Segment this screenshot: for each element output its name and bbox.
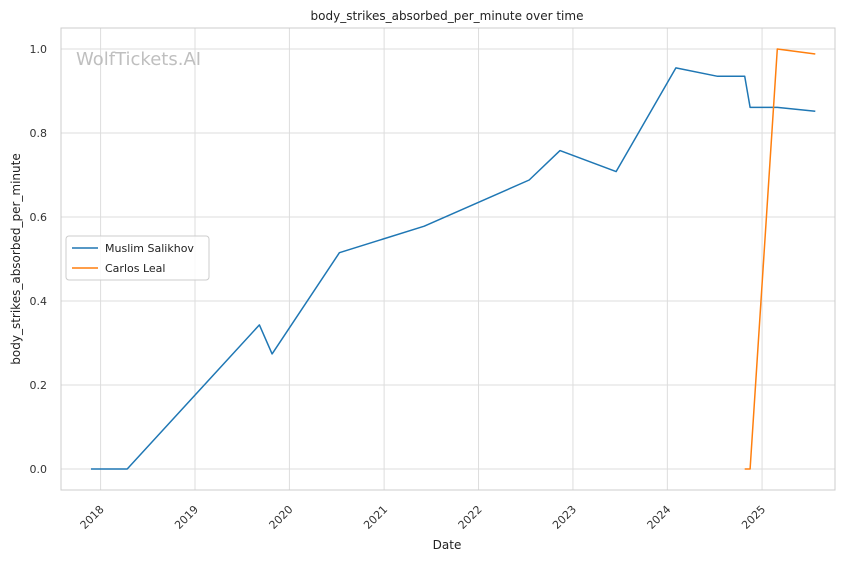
x-tick-label: 2025 [739,503,768,532]
legend: Muslim Salikhov Carlos Leal [65,235,210,281]
grid [61,28,835,490]
y-tick-label: 1.0 [30,43,48,56]
series-line-carlos-leal [744,48,816,470]
x-tick-label: 2023 [550,503,579,532]
x-tick-label: 2021 [361,503,390,532]
x-tick-label: 2020 [267,503,296,532]
plot-area [60,27,836,491]
series-lines [91,48,816,470]
chart-title: body_strikes_absorbed_per_minute over ti… [311,9,584,23]
y-tick-label: 0.2 [30,379,48,392]
legend-box [65,235,210,281]
x-axis-label: Date [433,538,462,552]
y-tick-labels: 0.0 0.2 0.4 0.6 0.8 1.0 [30,43,48,476]
y-axis-label: body_strikes_absorbed_per_minute [9,153,23,364]
series-line-muslim-salikhov [91,67,816,470]
x-tick-label: 2018 [78,503,107,532]
x-tick-label: 2022 [456,503,485,532]
y-tick-label: 0.8 [30,127,48,140]
watermark: WolfTickets.AI [76,49,201,70]
y-tick-label: 0.0 [30,463,48,476]
legend-label-carlos-leal: Carlos Leal [105,262,165,275]
x-tick-labels: 2018 2019 2020 2021 2022 2023 2024 2025 [78,503,768,532]
y-tick-label: 0.4 [30,295,48,308]
x-tick-label: 2024 [644,503,673,532]
x-tick-label: 2019 [172,503,201,532]
legend-label-muslim-salikhov: Muslim Salikhov [105,242,194,255]
y-tick-label: 0.6 [30,211,48,224]
